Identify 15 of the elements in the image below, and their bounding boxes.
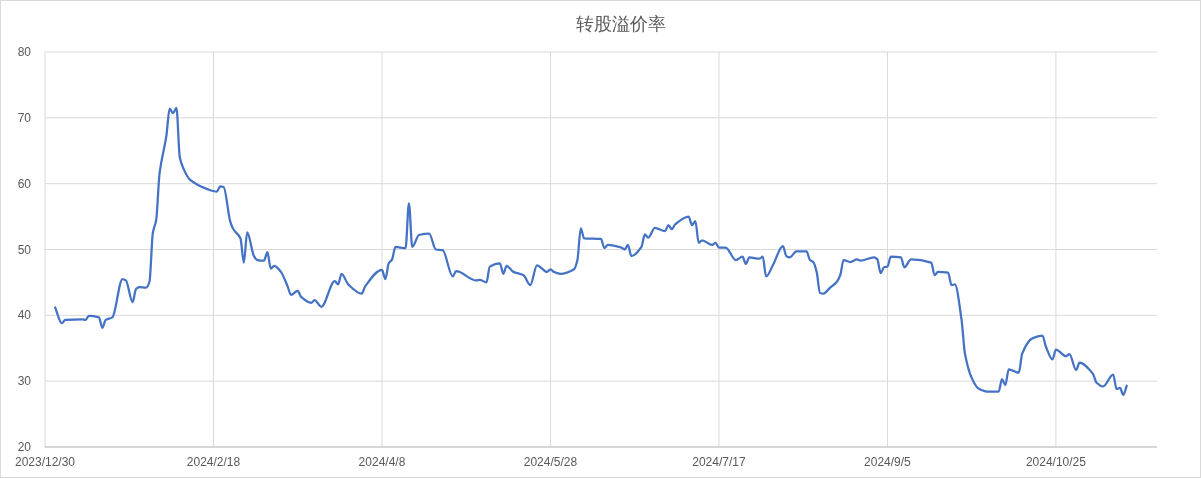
- x-tick-label: 2023/12/30: [14, 455, 76, 469]
- y-tick-label: 40: [17, 308, 32, 323]
- y-tick-label: 80: [17, 45, 32, 59]
- x-tick-label: 2024/2/18: [186, 455, 241, 469]
- y-tick-label: 70: [17, 110, 32, 125]
- y-tick-label: 50: [17, 242, 32, 257]
- x-tick-label: 2024/4/8: [358, 455, 406, 469]
- x-tick-label: 2024/9/5: [864, 455, 912, 469]
- y-tick-label: 30: [17, 374, 32, 389]
- x-tick-label: 2024/10/25: [1025, 455, 1087, 469]
- y-tick-label: 60: [17, 176, 32, 191]
- chart-title: 转股溢价率: [576, 14, 666, 34]
- x-tick-label: 2024/5/28: [523, 455, 578, 469]
- y-tick-label: 20: [17, 440, 32, 454]
- x-tick-label: 2024/7/17: [692, 455, 746, 469]
